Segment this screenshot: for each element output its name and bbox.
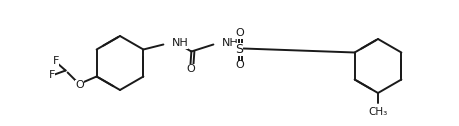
- Text: NH: NH: [171, 39, 188, 49]
- Text: F: F: [52, 56, 59, 67]
- Text: S: S: [235, 43, 243, 56]
- Text: O: O: [185, 64, 194, 73]
- Text: O: O: [235, 60, 243, 71]
- Text: F: F: [48, 71, 55, 81]
- Text: NH: NH: [221, 39, 238, 49]
- Text: CH₃: CH₃: [368, 107, 387, 117]
- Text: O: O: [235, 28, 243, 39]
- Text: O: O: [75, 80, 84, 89]
